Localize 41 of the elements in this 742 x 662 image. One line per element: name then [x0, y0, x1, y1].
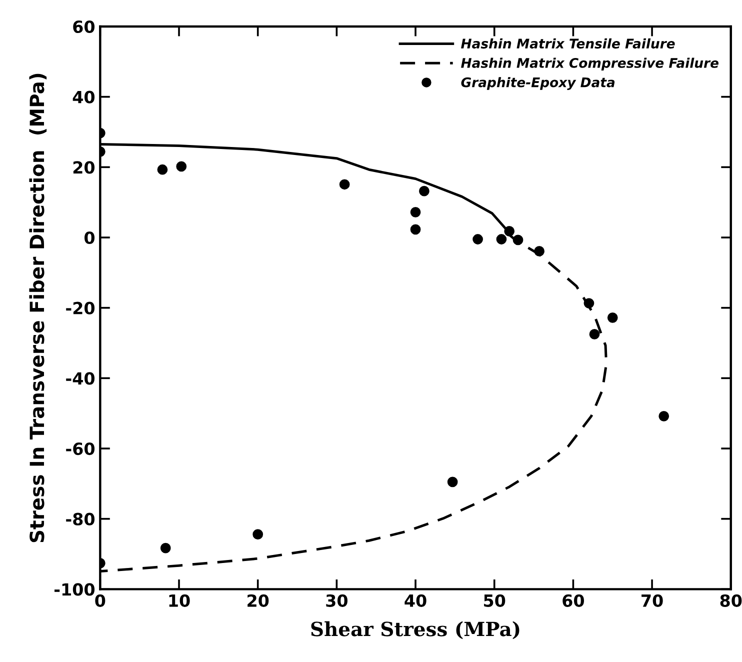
x-tick-label: 50 — [484, 594, 506, 607]
point — [410, 224, 421, 235]
y-tick-label: 0 — [84, 231, 95, 244]
point — [339, 179, 350, 190]
legend-label: Graphite-Epoxy Data — [461, 77, 615, 90]
x-tick-label: 0 — [95, 594, 106, 607]
point — [418, 186, 430, 196]
x-tick-label: 60 — [562, 594, 584, 607]
y-tick-label: 60 — [73, 20, 95, 34]
legend-label: Hashin Matrix Compressive Failure — [461, 58, 718, 70]
x-tick-label: 30 — [326, 594, 348, 607]
y-tick-label: -80 — [66, 512, 95, 526]
point — [496, 234, 507, 244]
point — [504, 226, 515, 236]
y-tick-label: 20 — [73, 161, 95, 174]
point — [447, 476, 458, 488]
y-tick-label: 40 — [72, 90, 95, 104]
point — [410, 206, 421, 218]
x-tick-label: 70 — [642, 594, 663, 607]
y-tick-label: -40 — [66, 372, 95, 385]
y-tick-label: -20 — [66, 302, 95, 314]
y-axis-title: Stress In Transverse Fiber Direction (MPa) — [29, 74, 47, 542]
point — [512, 234, 524, 246]
y-tick-label: -100 — [54, 583, 95, 596]
x-tick-label: 20 — [248, 594, 269, 607]
point — [607, 312, 618, 323]
point — [176, 161, 187, 172]
point — [157, 164, 168, 175]
x-axis-title: Shear Stress (MPa) — [311, 621, 520, 640]
x-tick-label: 80 — [720, 594, 742, 607]
point — [534, 246, 544, 256]
point — [472, 234, 483, 244]
x-tick-label: 40 — [404, 594, 426, 607]
x-tick-label: 10 — [169, 594, 190, 607]
point — [658, 410, 670, 422]
point — [252, 529, 264, 540]
point — [589, 329, 600, 340]
point — [584, 298, 594, 308]
point — [160, 542, 171, 554]
legend-label: Hashin Matrix Tensile Failure — [461, 38, 675, 49]
y-tick-label: -60 — [66, 442, 95, 456]
